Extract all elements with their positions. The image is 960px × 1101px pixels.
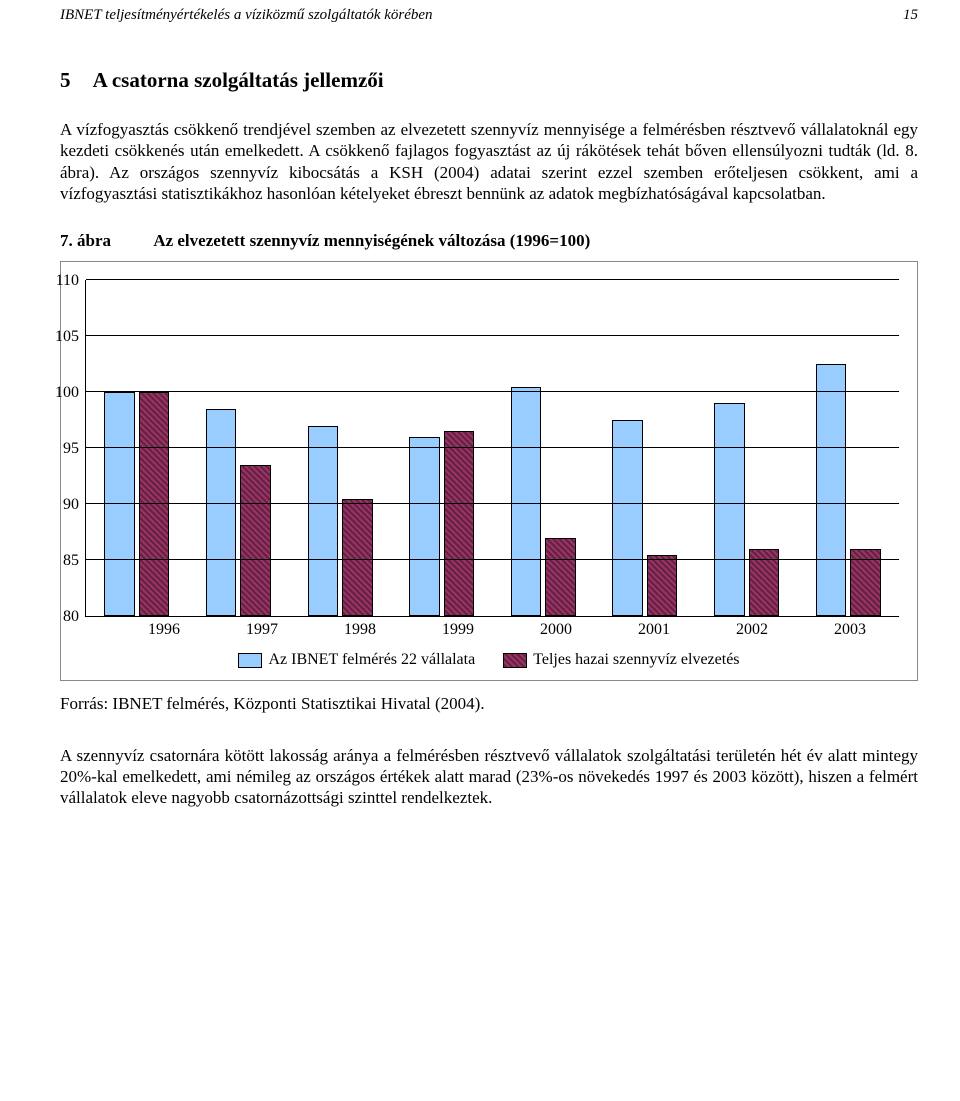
body-paragraph-2: A szennyvíz csatornára kötött lakosság a… xyxy=(60,745,918,809)
chart-bar xyxy=(647,555,677,617)
chart-y-tick: 110 xyxy=(56,271,79,291)
chart-category xyxy=(493,280,595,616)
running-head-title: IBNET teljesítményértékelés a víziközmű … xyxy=(60,6,433,25)
chart-bar xyxy=(545,538,575,616)
chart-gridline xyxy=(86,447,899,448)
chart-bar xyxy=(612,420,642,616)
chart-bar xyxy=(240,465,270,616)
chart-x-label: 2003 xyxy=(801,620,899,640)
chart-gridline xyxy=(86,391,899,392)
chart-series-container xyxy=(86,280,899,616)
chart-bar xyxy=(139,392,169,616)
chart-category xyxy=(797,280,899,616)
body-paragraph-1: A vízfogyasztás csökkenő trendjével szem… xyxy=(60,119,918,204)
chart-x-label: 1999 xyxy=(409,620,507,640)
chart-legend-label: Az IBNET felmérés 22 vállalata xyxy=(268,650,475,670)
figure-caption: 7. ábra Az elvezetett szennyvíz mennyisé… xyxy=(60,230,918,251)
chart-bar xyxy=(206,409,236,616)
chart-legend-item: Teljes hazai szennyvíz elvezetés xyxy=(503,650,739,670)
chart-legend-swatch xyxy=(503,653,527,668)
chart-gridline xyxy=(86,335,899,336)
figure-number: 7. ábra xyxy=(60,230,150,251)
document-page: IBNET teljesítményértékelés a víziközmű … xyxy=(0,0,960,1101)
chart-bar xyxy=(308,426,338,616)
chart-x-label: 1997 xyxy=(213,620,311,640)
chart-legend-swatch xyxy=(238,653,262,668)
chart-category xyxy=(594,280,696,616)
chart-bar xyxy=(714,403,744,616)
section-number: 5 xyxy=(60,67,71,93)
chart-y-tick: 80 xyxy=(63,607,79,627)
chart-plot-area xyxy=(85,280,899,617)
chart-bar xyxy=(444,431,474,616)
section-heading: 5 A csatorna szolgáltatás jellemzői xyxy=(60,67,918,119)
chart-bar xyxy=(342,499,372,617)
chart-x-label: 1996 xyxy=(115,620,213,640)
chart-bar xyxy=(511,387,541,617)
chart-bar xyxy=(816,364,846,616)
chart-category xyxy=(188,280,290,616)
source-citation: Forrás: IBNET felmérés, Központi Statisz… xyxy=(60,693,918,714)
chart-legend-item: Az IBNET felmérés 22 vállalata xyxy=(238,650,475,670)
chart-plot-row: 11010510095908580 xyxy=(79,280,899,616)
chart-bar xyxy=(104,392,134,616)
chart-legend: Az IBNET felmérés 22 vállalata Teljes haz… xyxy=(79,650,899,670)
chart-gridline xyxy=(86,503,899,504)
figure-title: Az elvezetett szennyvíz mennyiségének vá… xyxy=(153,231,590,250)
chart-y-tick: 100 xyxy=(55,383,79,403)
chart-gridline xyxy=(86,559,899,560)
chart-x-label: 2000 xyxy=(507,620,605,640)
chart-bar xyxy=(409,437,439,616)
page-number: 15 xyxy=(903,6,918,25)
chart-category xyxy=(289,280,391,616)
chart-category xyxy=(86,280,188,616)
chart-y-tick: 90 xyxy=(63,495,79,515)
chart-x-axis: 19961997199819992000200120022003 xyxy=(115,620,899,640)
chart-y-tick: 105 xyxy=(55,327,79,347)
chart-x-axis-row: 19961997199819992000200120022003 xyxy=(79,620,899,640)
chart-x-label: 1998 xyxy=(311,620,409,640)
chart-category xyxy=(696,280,798,616)
chart-gridline xyxy=(86,279,899,280)
chart-y-tick: 95 xyxy=(63,439,79,459)
section-title-text: A csatorna szolgáltatás jellemzői xyxy=(93,68,384,92)
chart-x-label: 2001 xyxy=(605,620,703,640)
chart-y-axis-spacer xyxy=(79,620,115,640)
running-head: IBNET teljesítményértékelés a víziközmű … xyxy=(60,0,918,67)
chart-x-label: 2002 xyxy=(703,620,801,640)
chart-category xyxy=(391,280,493,616)
chart-legend-label: Teljes hazai szennyvíz elvezetés xyxy=(533,650,739,670)
bar-chart: 11010510095908580 1996199719981999200020… xyxy=(60,261,918,681)
chart-y-tick: 85 xyxy=(63,551,79,571)
